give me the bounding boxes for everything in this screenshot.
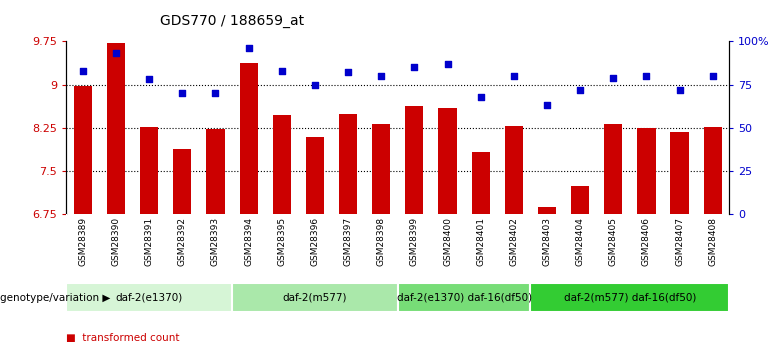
Point [508,73,520,79]
Text: GSM28396: GSM28396 [310,217,320,266]
Text: GSM28389: GSM28389 [78,217,87,266]
Text: daf-2(e1370): daf-2(e1370) [115,293,183,303]
Text: GSM28395: GSM28395 [277,217,286,266]
Point [541,102,553,108]
Point [408,65,420,70]
Text: daf-2(e1370) daf-16(df50): daf-2(e1370) daf-16(df50) [396,293,532,303]
Point [607,75,619,80]
Bar [273,115,291,214]
Text: GSM28401: GSM28401 [476,217,485,266]
Text: GSM28392: GSM28392 [178,217,187,266]
Bar [538,207,556,214]
Bar [571,186,589,214]
Text: GDS770 / 188659_at: GDS770 / 188659_at [160,13,304,28]
Point [309,82,321,87]
Bar [438,108,456,214]
Bar [372,124,390,214]
Point [110,51,122,56]
Point [76,68,89,73]
Text: GSM28391: GSM28391 [144,217,154,266]
Bar [107,42,125,214]
Point [375,73,388,79]
Text: GSM28404: GSM28404 [576,217,585,266]
Bar [140,127,158,214]
Bar [173,149,191,214]
Bar [306,137,324,214]
Bar [704,127,722,214]
Bar [472,152,490,214]
Bar [505,126,523,214]
Text: GSM28405: GSM28405 [608,217,618,266]
Text: daf-2(m577) daf-16(df50): daf-2(m577) daf-16(df50) [564,293,696,303]
Bar [637,128,655,214]
Text: GSM28399: GSM28399 [410,217,419,266]
Point [209,90,222,96]
Text: daf-2(m577): daf-2(m577) [282,293,347,303]
Point [143,77,155,82]
Text: GSM28398: GSM28398 [377,217,386,266]
Bar [207,129,225,214]
Text: GSM28408: GSM28408 [708,217,718,266]
Text: GSM28402: GSM28402 [509,217,519,266]
Point [275,68,288,73]
Point [707,73,719,79]
Point [574,87,587,92]
Point [673,87,686,92]
Text: GSM28390: GSM28390 [112,217,121,266]
Text: ■  transformed count: ■ transformed count [66,333,180,343]
Text: GSM28397: GSM28397 [343,217,353,266]
Text: GSM28394: GSM28394 [244,217,254,266]
Text: GSM28406: GSM28406 [642,217,651,266]
Bar [232,283,398,312]
Point [176,90,189,96]
Bar [671,132,689,214]
Bar [604,124,622,214]
Text: GSM28393: GSM28393 [211,217,220,266]
Bar [66,283,232,312]
Bar [398,283,530,312]
Point [342,70,354,75]
Text: GSM28407: GSM28407 [675,217,684,266]
Text: GSM28403: GSM28403 [542,217,551,266]
Text: GSM28400: GSM28400 [443,217,452,266]
Text: genotype/variation ▶: genotype/variation ▶ [0,293,111,303]
Point [243,46,255,51]
Bar [339,115,357,214]
Point [640,73,653,79]
Bar [406,106,424,214]
Point [474,94,487,99]
Point [441,61,454,67]
Bar [74,86,92,214]
Bar [239,63,257,214]
Bar [530,283,729,312]
